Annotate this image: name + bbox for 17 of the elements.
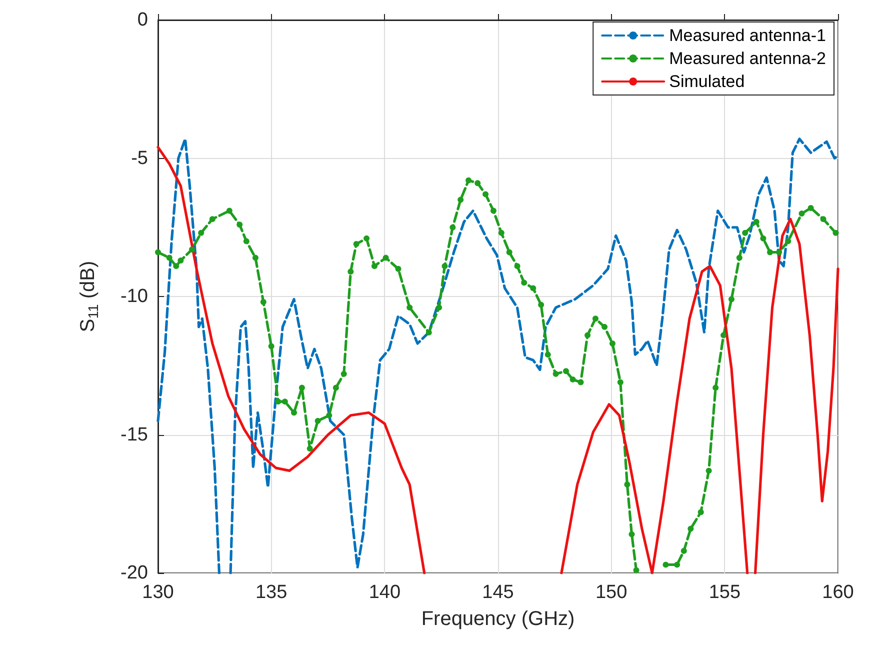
x-axis-title: Frequency (GHz) — [421, 608, 575, 630]
legend-label: Measured antenna-2 — [669, 49, 826, 68]
x-tick-label: 130 — [142, 582, 174, 603]
y-tick-label: -5 — [131, 148, 148, 169]
y-tick-label: -15 — [120, 424, 148, 446]
x-tick-label: 160 — [822, 582, 854, 603]
x-tick-label: 150 — [595, 582, 628, 603]
x-tick-label: 135 — [255, 582, 288, 603]
x-tick-label: 155 — [708, 582, 741, 603]
y-tick-label: -20 — [120, 562, 148, 584]
x-tick-label: 145 — [482, 582, 514, 603]
y-tick-label: -10 — [120, 286, 148, 307]
legend-label: Simulated — [669, 72, 745, 91]
y-axis-title: S11 (dB) — [77, 260, 101, 332]
y-tick-label: 0 — [137, 10, 148, 30]
x-tick-label: 140 — [368, 582, 401, 603]
legend-label: Measured antenna-1 — [669, 26, 826, 45]
